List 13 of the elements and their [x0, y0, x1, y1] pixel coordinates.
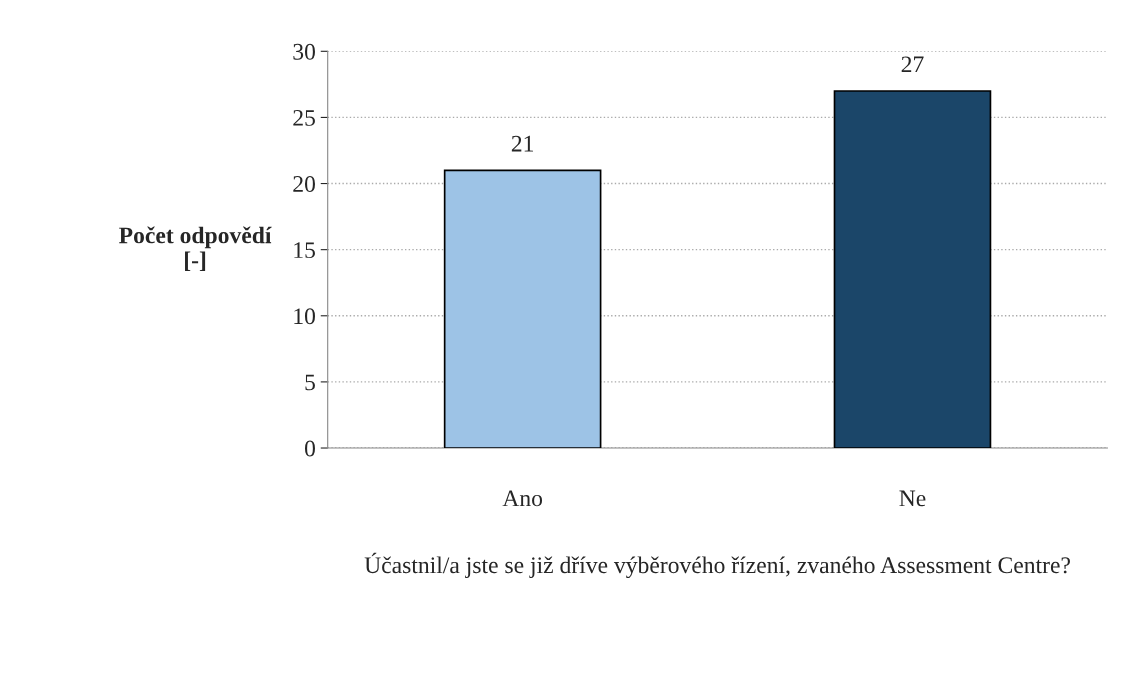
data-label: 21 [511, 135, 534, 152]
y-tick-label: 0 [304, 440, 315, 457]
y-axis-title: Počet odpovědí [-] [119, 226, 272, 271]
y-tick-label: 10 [294, 308, 315, 325]
y-tick-label: 30 [293, 43, 315, 60]
x-axis-title: Účastnil/a jste se již dříve výběrového řízení, zvaného Assessment Centre? [364, 552, 1070, 579]
y-tick-label: 15 [294, 242, 315, 259]
y-tick-label: 20 [293, 176, 315, 192]
y-tick-label: 5 [305, 374, 315, 391]
x-tick-label: Ano [502, 490, 543, 507]
x-tick-label: Ne [899, 490, 926, 507]
y-tick-label: 25 [293, 109, 315, 126]
data-label: 27 [901, 56, 924, 73]
